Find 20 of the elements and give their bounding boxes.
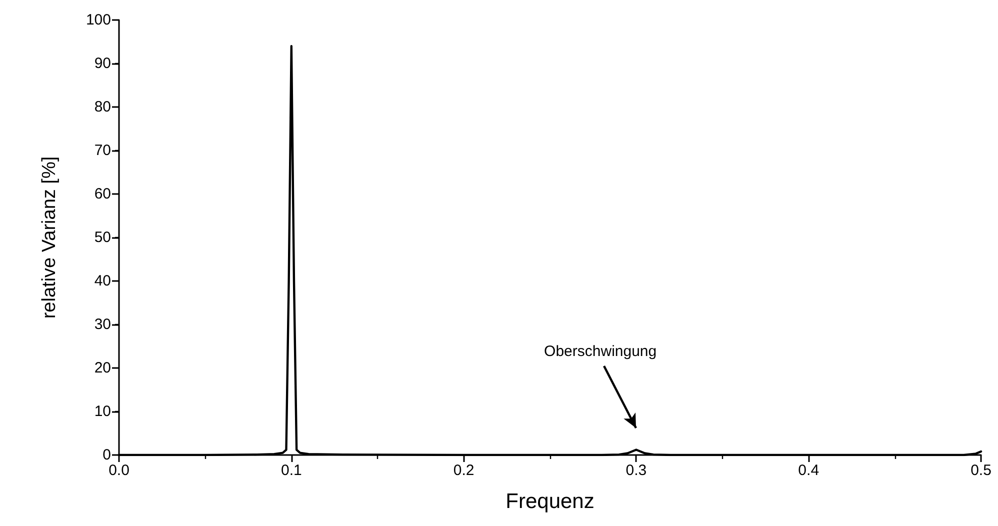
x-tick-label: 0.2 <box>453 462 474 479</box>
x-tick-label: 0.3 <box>626 462 647 479</box>
y-tick-label: 60 <box>94 186 111 202</box>
annotation: Oberschwingung <box>544 342 657 360</box>
y-tick-label: 40 <box>94 272 111 290</box>
x-tick-label: 0.1 <box>280 462 302 479</box>
y-tick-label: 30 <box>94 316 111 333</box>
y-tick-label: 80 <box>94 98 111 116</box>
x-tick-label: 0.4 <box>798 462 820 479</box>
y-tick-label: 100 <box>86 12 111 28</box>
y-tick-label: 20 <box>94 360 111 376</box>
y-tick-label: 90 <box>94 55 111 72</box>
y-tick-label: 10 <box>94 403 111 420</box>
y-axis-title: relative Varianz [%] <box>39 156 60 319</box>
y-tick-label: 50 <box>94 229 111 246</box>
x-tick-label: 0.0 <box>108 462 130 479</box>
x-axis-title: Frequenz <box>506 490 594 513</box>
x-tick-label: 0.5 <box>970 462 992 479</box>
y-tick-label: 0 <box>102 446 111 464</box>
y-tick-label: 70 <box>94 142 111 159</box>
